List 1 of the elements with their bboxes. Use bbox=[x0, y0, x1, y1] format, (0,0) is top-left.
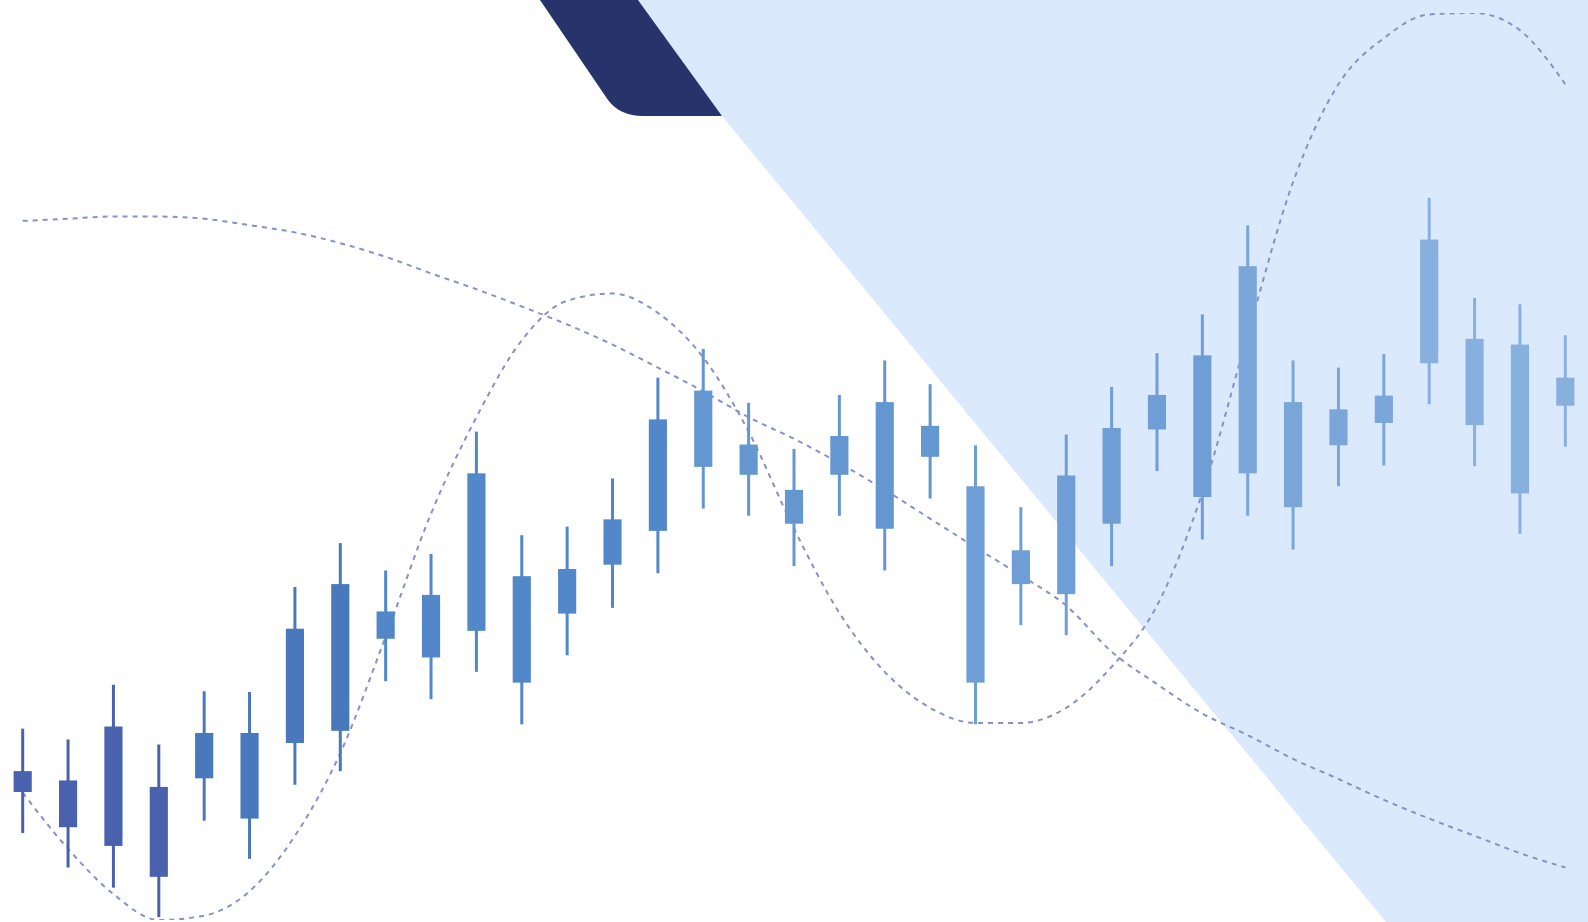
candlestick bbox=[13, 728, 32, 833]
